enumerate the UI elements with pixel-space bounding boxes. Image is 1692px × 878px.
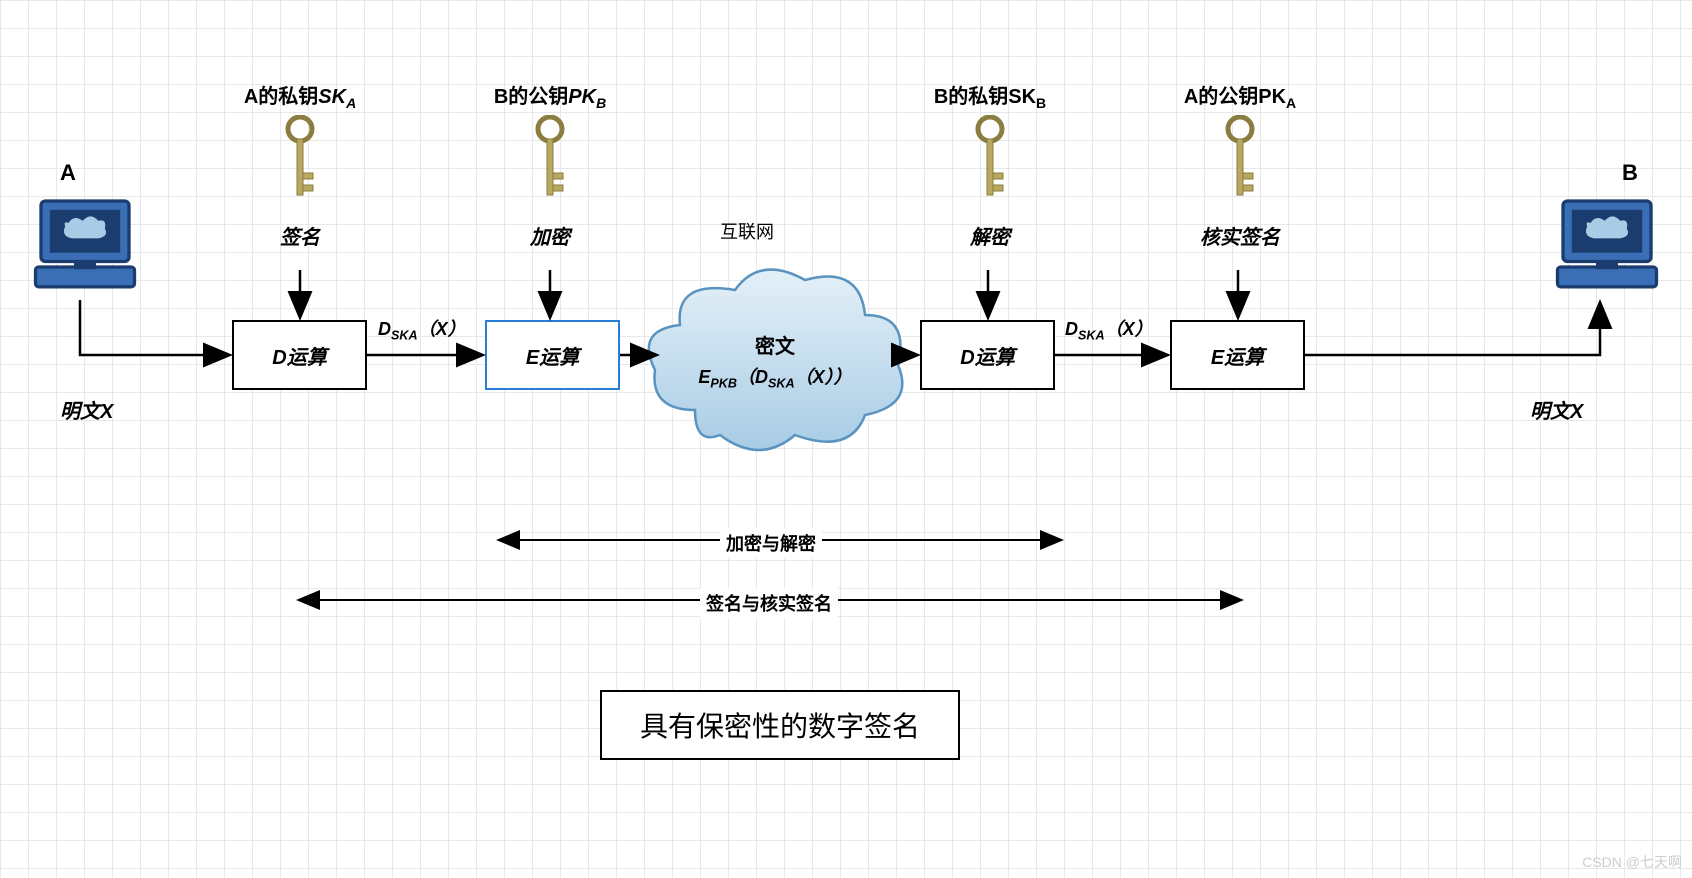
flow-label-2: DSKA（X）: [1065, 315, 1153, 343]
span-inner-label: 加密与解密: [720, 528, 822, 558]
diagram-canvas: A B A的私钥SKA 签名: [0, 0, 1692, 878]
flow-label-1: DSKA（X）: [378, 315, 466, 343]
title-box: 具有保密性的数字签名: [600, 690, 960, 760]
plaintext-b: 明文X: [1530, 395, 1583, 424]
plaintext-a: 明文X: [60, 395, 113, 424]
watermark: CSDN @七天啊: [1582, 852, 1682, 872]
span-outer-label: 签名与核实签名: [700, 588, 838, 618]
